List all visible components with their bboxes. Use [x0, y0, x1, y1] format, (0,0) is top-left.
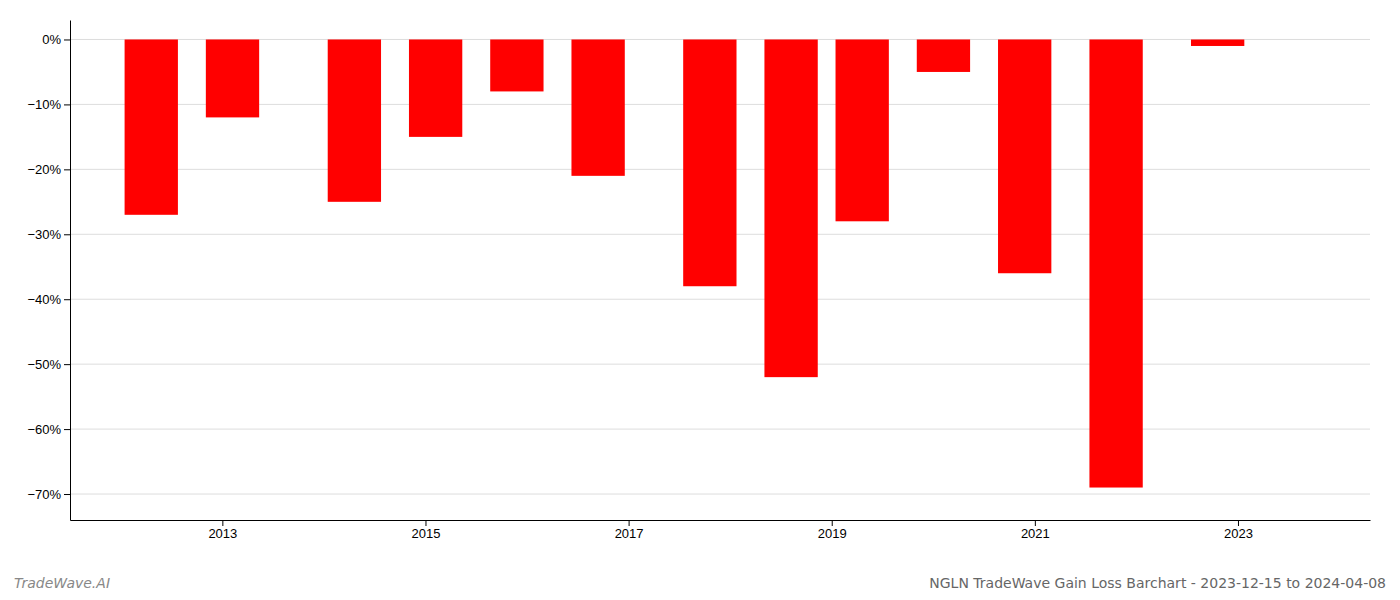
- x-tick-mark: [832, 520, 833, 526]
- x-tick: 2017: [615, 520, 644, 541]
- y-tick-mark: [64, 364, 70, 365]
- y-tick-mark: [64, 234, 70, 235]
- y-tick-label: 0%: [42, 32, 61, 47]
- y-tick-mark: [64, 169, 70, 170]
- y-tick-label: −10%: [27, 97, 61, 112]
- x-tick: 2021: [1021, 520, 1050, 541]
- y-tick: −20%: [27, 162, 70, 177]
- grid-line: [70, 364, 1370, 365]
- x-tick-label: 2017: [615, 526, 644, 541]
- bar: [1089, 39, 1142, 487]
- x-tick-mark: [629, 520, 630, 526]
- bar: [328, 39, 381, 201]
- y-tick-mark: [64, 299, 70, 300]
- y-tick-label: −50%: [27, 357, 61, 372]
- y-tick-mark: [64, 494, 70, 495]
- grid-line: [70, 429, 1370, 430]
- y-tick-label: −60%: [27, 422, 61, 437]
- grid-line: [70, 494, 1370, 495]
- y-tick-mark: [64, 429, 70, 430]
- title: NGLN TradeWave Gain Loss Barchart - 2023…: [929, 575, 1386, 591]
- bar: [125, 39, 178, 214]
- grid: [70, 39, 1370, 494]
- bar: [764, 39, 817, 377]
- y-axis-line: [70, 21, 71, 521]
- y-tick: −30%: [27, 227, 70, 242]
- bar: [917, 39, 970, 71]
- chart: 0%−10%−20%−30%−40%−50%−60%−70%2013201520…: [0, 0, 1400, 600]
- bar: [409, 39, 462, 136]
- grid-line: [70, 299, 1370, 300]
- y-tick: −40%: [27, 292, 70, 307]
- x-tick-label: 2013: [208, 526, 237, 541]
- x-tick-label: 2023: [1224, 526, 1253, 541]
- x-tick-label: 2021: [1021, 526, 1050, 541]
- x-tick-mark: [1238, 520, 1239, 526]
- x-tick-mark: [1035, 520, 1036, 526]
- y-tick: 0%: [42, 32, 70, 47]
- bar: [998, 39, 1051, 273]
- bar: [206, 39, 259, 117]
- y-tick: −60%: [27, 422, 70, 437]
- y-tick-label: −40%: [27, 292, 61, 307]
- y-tick-mark: [64, 104, 70, 105]
- y-tick: −50%: [27, 357, 70, 372]
- x-tick: 2013: [208, 520, 237, 541]
- x-tick: 2019: [818, 520, 847, 541]
- y-tick-label: −30%: [27, 227, 61, 242]
- bar: [490, 39, 543, 91]
- y-axis: 0% −10% −20% −30% −40% −50% −60% −70%: [27, 21, 70, 521]
- watermark: TradeWave.AI: [14, 575, 110, 591]
- x-axis: 2013 2015 2017 2019 2021 2023: [71, 520, 1371, 541]
- x-tick: 2023: [1224, 520, 1253, 541]
- x-tick-mark: [222, 520, 223, 526]
- y-tick: −10%: [27, 97, 70, 112]
- x-tick-mark: [425, 520, 426, 526]
- y-tick-label: −70%: [27, 487, 61, 502]
- bar: [836, 39, 889, 221]
- y-tick-label: −20%: [27, 162, 61, 177]
- x-tick: 2015: [412, 520, 441, 541]
- bar: [571, 39, 624, 175]
- y-tick: −70%: [27, 487, 70, 502]
- x-tick-label: 2019: [818, 526, 847, 541]
- y-tick-mark: [64, 39, 70, 40]
- bar: [1191, 39, 1244, 45]
- x-tick-label: 2015: [412, 526, 441, 541]
- plot-area: 0%−10%−20%−30%−40%−50%−60%−70%2013201520…: [27, 21, 1370, 542]
- bar: [683, 39, 736, 286]
- x-axis-line: [71, 520, 1371, 521]
- bars: [125, 39, 1245, 487]
